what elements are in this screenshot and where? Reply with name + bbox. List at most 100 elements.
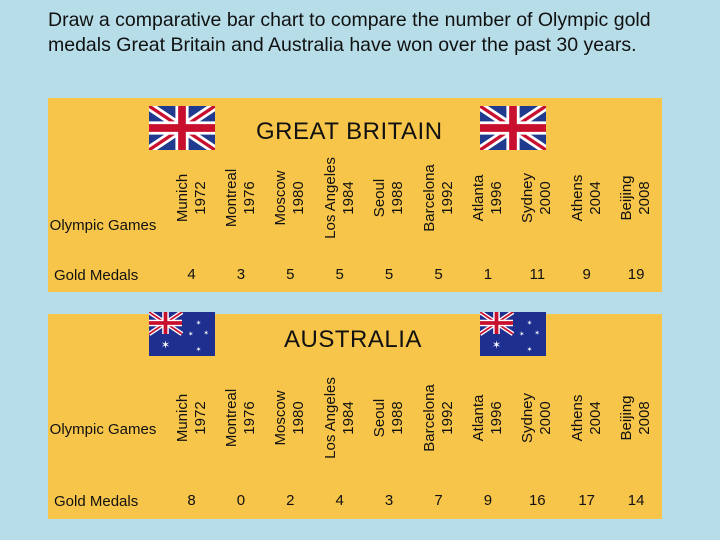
games-city: Munich	[173, 173, 191, 223]
olympic-games-cell: Montreal 1976	[216, 362, 265, 474]
olympic-games-cell: Sydney 2000	[513, 362, 562, 474]
games-year: 1992	[438, 181, 456, 215]
row-label-olympic-games: Olympic Games	[49, 217, 157, 234]
games-city: Barcelona	[420, 164, 438, 232]
gold-medal-count: 3	[236, 266, 246, 283]
games-city: Moscow	[272, 390, 290, 446]
games-year: 2000	[537, 401, 555, 435]
games-year: 2008	[636, 401, 654, 435]
games-year: 1984	[339, 401, 357, 435]
gold-medal-count: 8	[187, 492, 196, 509]
svg-text:✶: ✶	[196, 347, 202, 354]
games-city: Seoul	[371, 178, 389, 218]
gold-medal-count: 9	[582, 266, 591, 283]
row-label-gold-medals: Gold Medals	[54, 267, 139, 284]
games-year: 1972	[191, 401, 209, 435]
olympic-games-cell: Barcelona 1992	[414, 362, 463, 474]
games-year: 2004	[586, 181, 604, 215]
gold-medal-count: 11	[529, 266, 546, 283]
olympic-games-cell: Los Angeles 1984	[315, 362, 364, 474]
games-city: Beijing	[618, 175, 636, 221]
games-city: Moscow	[272, 170, 290, 226]
task-heading: Draw a comparative bar chart to compare …	[48, 9, 651, 56]
games-year: 2000	[537, 181, 555, 215]
great-britain-panel: GREAT BRITAIN Olympic Games Gold Medals …	[48, 98, 662, 292]
olympic-games-cell: Moscow 1980	[266, 362, 315, 474]
australian-flag-icon: ✶ ✶ ✶ ✶ ✶	[478, 310, 546, 356]
games-city: Barcelona	[420, 384, 438, 452]
games-city: Beijing	[618, 395, 636, 441]
panel-title-great-britain: GREAT BRITAIN	[256, 118, 443, 145]
svg-text:✶: ✶	[527, 320, 533, 327]
svg-text:✶: ✶	[492, 339, 501, 351]
gold-medal-count: 3	[384, 492, 394, 509]
games-year: 1996	[487, 181, 505, 215]
games-city: Montreal	[222, 168, 240, 228]
svg-text:✶: ✶	[519, 331, 525, 338]
gold-medal-count: 5	[335, 266, 344, 283]
games-year: 1980	[290, 401, 308, 435]
games-city: Atlanta	[469, 174, 487, 222]
australia-panel: ✶ ✶ ✶ ✶ ✶ ✶ ✶ ✶ ✶ ✶ AUSTRALIA Olympic Ga…	[48, 310, 662, 519]
games-year: 1976	[240, 181, 258, 215]
olympic-games-cell: Montreal 1976	[216, 148, 265, 248]
olympic-games-cell: Athens 2004	[562, 148, 611, 248]
olympic-games-cell: Sydney 2000	[513, 148, 562, 248]
union-jack-flag-icon	[146, 102, 218, 154]
games-year: 1972	[191, 181, 209, 215]
games-city: Sydney	[519, 392, 537, 444]
row-label-gold-medals: Gold Medals	[54, 493, 139, 510]
olympic-games-cell: Atlanta 1996	[463, 148, 512, 248]
games-city: Montreal	[222, 388, 240, 448]
olympic-games-cell: Atlanta 1996	[463, 362, 512, 474]
games-city: Athens	[568, 174, 586, 222]
gold-medal-count: 7	[434, 492, 443, 509]
svg-text:✶: ✶	[188, 331, 194, 338]
games-year: 1996	[487, 401, 505, 435]
games-year: 1976	[240, 401, 258, 435]
gold-medal-count: 2	[286, 492, 295, 509]
games-year: 1988	[389, 181, 407, 215]
games-year: 2008	[636, 181, 654, 215]
svg-text:✶: ✶	[527, 347, 533, 354]
gold-medal-count: 19	[627, 266, 645, 283]
olympic-games-cell: Beijing 2008	[612, 148, 661, 248]
games-year: 1988	[389, 401, 407, 435]
gold-medal-count: 5	[434, 266, 443, 283]
games-city: Sydney	[519, 172, 537, 224]
games-year: 1980	[290, 181, 308, 215]
olympic-games-cell: Athens 2004	[562, 362, 611, 474]
gold-medal-count: 4	[187, 266, 196, 283]
olympic-games-cell: Los Angeles 1984	[315, 148, 364, 248]
svg-text:✶: ✶	[161, 339, 170, 351]
olympic-games-cell: Munich 1972	[167, 362, 216, 474]
games-city: Munich	[173, 393, 191, 443]
games-year: 1992	[438, 401, 456, 435]
gold-medal-count: 1	[483, 266, 493, 283]
svg-text:✶: ✶	[534, 330, 540, 337]
olympic-games-cell: Seoul 1988	[365, 148, 414, 248]
australian-flag-icon: ✶ ✶ ✶ ✶ ✶	[147, 310, 215, 356]
svg-text:✶: ✶	[196, 320, 202, 327]
svg-text:✶: ✶	[203, 330, 209, 337]
olympic-games-cell: Munich 1972	[167, 148, 216, 248]
gold-medal-count: 4	[335, 492, 344, 509]
olympic-games-cell: Barcelona 1992	[414, 148, 463, 248]
union-jack-flag-icon	[477, 102, 549, 154]
games-city: Los Angeles	[321, 157, 339, 239]
gold-medal-count: 9	[483, 492, 493, 509]
olympic-games-cell: Beijing 2008	[612, 362, 661, 474]
gold-medal-count: 5	[384, 266, 394, 283]
gold-medal-count: 17	[578, 492, 596, 509]
gold-medal-count: 0	[236, 492, 246, 509]
row-label-olympic-games: Olympic Games	[49, 421, 157, 438]
games-city: Los Angeles	[321, 377, 339, 459]
games-city: Seoul	[371, 398, 389, 438]
games-city: Atlanta	[469, 394, 487, 442]
olympic-games-cell: Seoul 1988	[365, 362, 414, 474]
gold-medal-count: 14	[627, 492, 645, 509]
panel-title-australia: AUSTRALIA	[284, 326, 422, 353]
olympic-games-cell: Moscow 1980	[266, 148, 315, 248]
games-year: 1984	[339, 181, 357, 215]
games-city: Athens	[568, 394, 586, 442]
